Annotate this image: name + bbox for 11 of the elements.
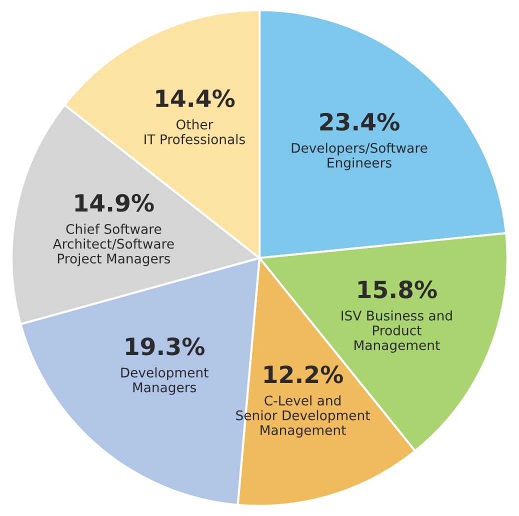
- data-label: 19.3%: [126, 337, 205, 356]
- data-label: 14.9%: [75, 194, 154, 212]
- slice-label: Chief Software Architect/Software Project Managers: [52, 224, 174, 266]
- slice-label: Other IT Professionals: [144, 119, 245, 144]
- data-label: 15.8%: [358, 280, 437, 298]
- data-label: 23.4%: [320, 112, 400, 131]
- slice-label: Developers/Software Engineers: [292, 142, 428, 170]
- data-label: 12.2%: [264, 365, 343, 384]
- data-label: 14.4%: [156, 89, 235, 108]
- slice-label: ISV Business and Product Management: [342, 310, 452, 353]
- slice-label: Development Managers: [121, 367, 208, 395]
